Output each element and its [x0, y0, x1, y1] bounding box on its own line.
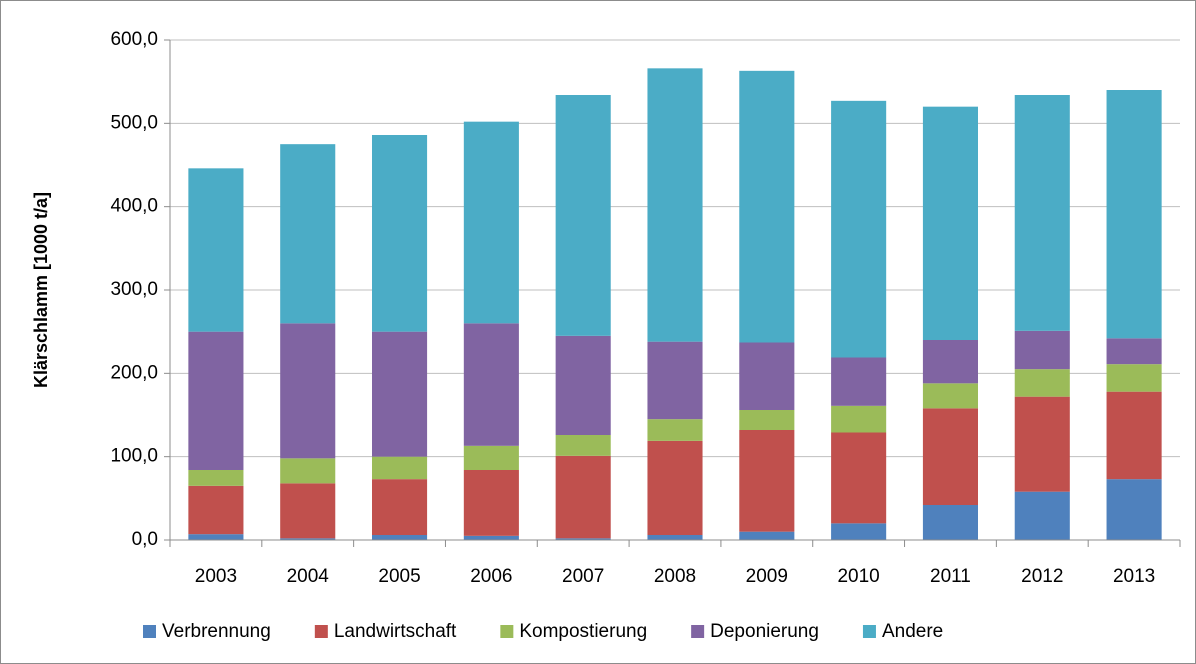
bar-segment — [372, 135, 428, 332]
bar-segment — [1014, 369, 1070, 397]
bar-segment — [372, 535, 428, 540]
bar-segment — [463, 535, 519, 540]
x-tick-label: 2005 — [378, 566, 420, 587]
bar-segment — [739, 70, 795, 343]
bar-segment — [280, 323, 336, 459]
bar-segment — [1014, 95, 1070, 331]
x-tick-label: 2013 — [1113, 566, 1155, 587]
bar-segment — [922, 383, 978, 409]
y-tick-label: 400,0 — [110, 196, 158, 217]
bar-segment — [831, 100, 887, 358]
x-tick-label: 2009 — [746, 566, 788, 587]
bar-segment — [647, 419, 703, 441]
bar-segment — [280, 483, 336, 539]
bar-segment — [831, 405, 887, 433]
legend-label: Verbrennung — [162, 621, 271, 642]
bar-segment — [647, 68, 703, 342]
bar-segment — [647, 535, 703, 540]
bar-segment — [188, 534, 244, 540]
bar-segment — [1014, 491, 1070, 540]
bar-segment — [372, 331, 428, 457]
bar-segment — [188, 485, 244, 535]
legend-swatch — [500, 625, 514, 638]
bar-segment — [372, 456, 428, 480]
y-tick-label: 100,0 — [110, 446, 158, 467]
bar-segment — [188, 168, 244, 332]
y-tick-label: 200,0 — [110, 362, 158, 383]
y-axis-label: Klärschlamm [1000 t/a] — [31, 192, 51, 388]
bar-segment — [831, 357, 887, 406]
bar-segment — [555, 435, 611, 456]
bar-segment — [647, 341, 703, 420]
bar-segment — [647, 440, 703, 535]
legend-swatch — [862, 625, 876, 638]
legend-swatch — [691, 625, 705, 638]
bar-segment — [1106, 391, 1162, 480]
bar-segment — [1014, 330, 1070, 370]
bar-segment — [831, 523, 887, 540]
bar-segment — [372, 479, 428, 535]
bar-segment — [922, 505, 978, 540]
bar-segment — [739, 342, 795, 410]
bar-segment — [463, 323, 519, 446]
bar-segment — [188, 470, 244, 486]
bar-segment — [1106, 364, 1162, 392]
bar-segment — [922, 106, 978, 341]
x-tick-label: 2003 — [195, 566, 237, 587]
bar-segment — [463, 445, 519, 470]
bar-segment — [922, 340, 978, 384]
bar-segment — [280, 144, 336, 324]
bar-segment — [463, 470, 519, 536]
legend-label: Deponierung — [710, 621, 819, 642]
bar-segment — [280, 538, 336, 540]
x-tick-label: 2006 — [470, 566, 512, 587]
legend-label: Landwirtschaft — [334, 621, 457, 642]
y-tick-label: 500,0 — [110, 112, 158, 133]
x-tick-label: 2010 — [837, 566, 879, 587]
legend-swatch — [314, 625, 328, 638]
bar-segment — [739, 410, 795, 430]
y-tick-label: 600,0 — [110, 29, 158, 50]
bar-segment — [555, 95, 611, 336]
bar-segment — [555, 335, 611, 435]
bar-segment — [922, 408, 978, 505]
bar-segment — [1014, 396, 1070, 492]
bar-segment — [555, 455, 611, 539]
bar-segment — [555, 538, 611, 540]
x-tick-label: 2007 — [562, 566, 604, 587]
bar-segment — [188, 331, 244, 470]
bar-segment — [739, 430, 795, 532]
legend-label: Andere — [882, 621, 943, 642]
legend-label: Kompostierung — [519, 621, 647, 642]
y-tick-label: 300,0 — [110, 279, 158, 300]
x-tick-label: 2008 — [654, 566, 696, 587]
bar-segment — [1106, 338, 1162, 365]
x-tick-label: 2004 — [287, 566, 330, 587]
bar-segment — [1106, 90, 1162, 339]
legend-swatch — [143, 625, 156, 638]
bar-segment — [831, 432, 887, 524]
bar-segment — [1106, 479, 1162, 540]
x-tick-label: 2011 — [930, 566, 971, 587]
bar-segment — [463, 121, 519, 324]
bar-segment — [280, 458, 336, 484]
bar-segment — [739, 531, 795, 540]
y-tick-label: 0,0 — [132, 529, 158, 550]
x-tick-label: 2012 — [1021, 566, 1063, 587]
